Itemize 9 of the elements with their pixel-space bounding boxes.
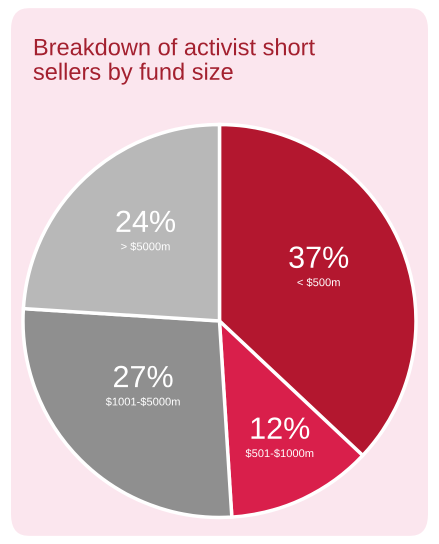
data-label: 24% [116,210,176,232]
data-label: 27% [114,366,173,388]
slice-label: > $5000m [121,242,170,251]
slice-label: < $500m [297,278,340,287]
data-label: 12% [251,417,310,439]
data-label: 37% [289,246,348,268]
chart-title: Breakdown of activist short sellers by fund size [34,38,315,85]
slice-label: $1001-$5000m [106,397,180,406]
slice-label: $501-$1000m [246,448,314,458]
